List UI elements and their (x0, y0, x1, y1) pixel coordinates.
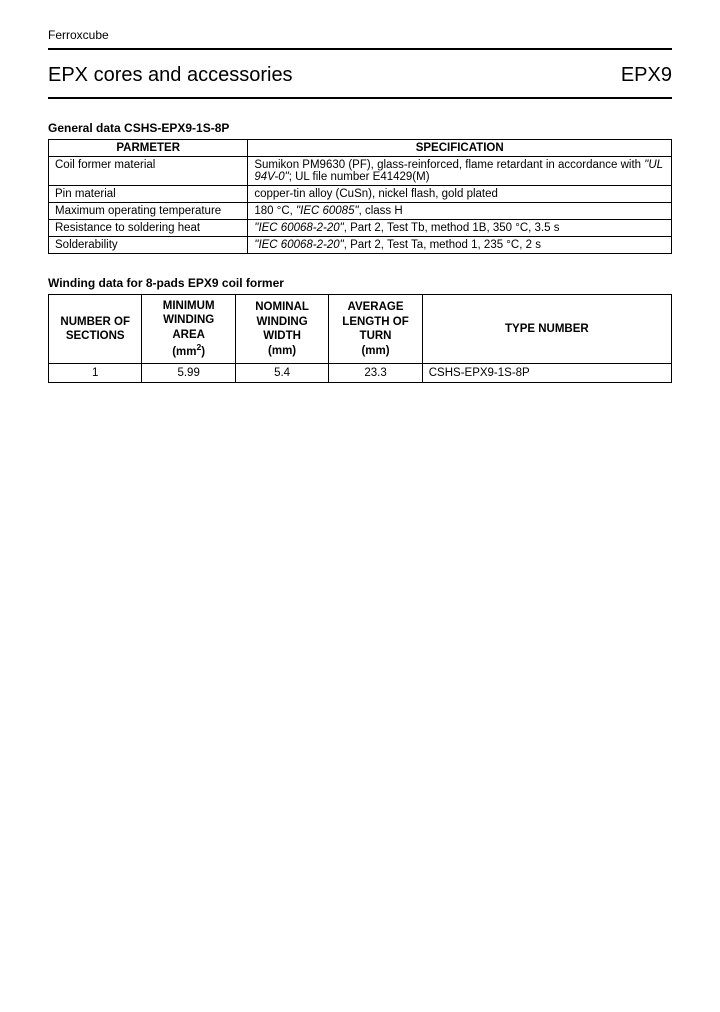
table-row: Pin material copper-tin alloy (CuSn), ni… (49, 186, 672, 203)
table-row: 1 5.99 5.4 23.3 CSHS-EPX9-1S-8P (49, 364, 672, 383)
t1-spec: Sumikon PM9630 (PF), glass-reinforced, f… (248, 157, 672, 186)
t2-header-turn: AVERAGE LENGTH OF TURN (mm) (329, 295, 422, 364)
general-data-table: PARMETER SPECIFICATION Coil former mater… (48, 139, 672, 254)
t2-header-type: TYPE NUMBER (422, 295, 671, 364)
t2-sections: 1 (49, 364, 142, 383)
table-row: Solderability "IEC 60068-2-20", Part 2, … (49, 237, 672, 254)
brand-name: Ferroxcube (48, 28, 672, 42)
title-underline (48, 97, 672, 99)
t2-header-sections: NUMBER OF SECTIONS (49, 295, 142, 364)
t1-spec: "IEC 60068-2-20", Part 2, Test Tb, metho… (248, 220, 672, 237)
winding-data-table: NUMBER OF SECTIONS MINIMUM WINDING AREA … (48, 294, 672, 383)
table-row: Resistance to soldering heat "IEC 60068-… (49, 220, 672, 237)
t1-spec: "IEC 60068-2-20", Part 2, Test Ta, metho… (248, 237, 672, 254)
t1-param: Pin material (49, 186, 248, 203)
t2-header-area: MINIMUM WINDING AREA (mm2) (142, 295, 235, 364)
page-title-right: EPX9 (621, 64, 672, 87)
t1-body: Coil former material Sumikon PM9630 (PF)… (49, 157, 672, 254)
t2-header-width: NOMINAL WINDING WIDTH (mm) (235, 295, 328, 364)
t1-param: Coil former material (49, 157, 248, 186)
t1-spec: 180 °C, "IEC 60085", class H (248, 203, 672, 220)
t2-turn: 23.3 (329, 364, 422, 383)
t1-param: Resistance to soldering heat (49, 220, 248, 237)
title-row: EPX cores and accessories EPX9 (48, 50, 672, 97)
t1-param: Maximum operating temperature (49, 203, 248, 220)
t2-type: CSHS-EPX9-1S-8P (422, 364, 671, 383)
t2-width: 5.4 (235, 364, 328, 383)
t1-param: Solderability (49, 237, 248, 254)
t1-header-parameter: PARMETER (49, 140, 248, 157)
table-row: Maximum operating temperature 180 °C, "I… (49, 203, 672, 220)
t1-spec: copper-tin alloy (CuSn), nickel flash, g… (248, 186, 672, 203)
section2-heading: Winding data for 8-pads EPX9 coil former (48, 276, 672, 290)
section1-heading: General data CSHS-EPX9-1S-8P (48, 121, 672, 135)
page-title-left: EPX cores and accessories (48, 64, 293, 87)
t1-header-specification: SPECIFICATION (248, 140, 672, 157)
t2-area: 5.99 (142, 364, 235, 383)
table-row: Coil former material Sumikon PM9630 (PF)… (49, 157, 672, 186)
